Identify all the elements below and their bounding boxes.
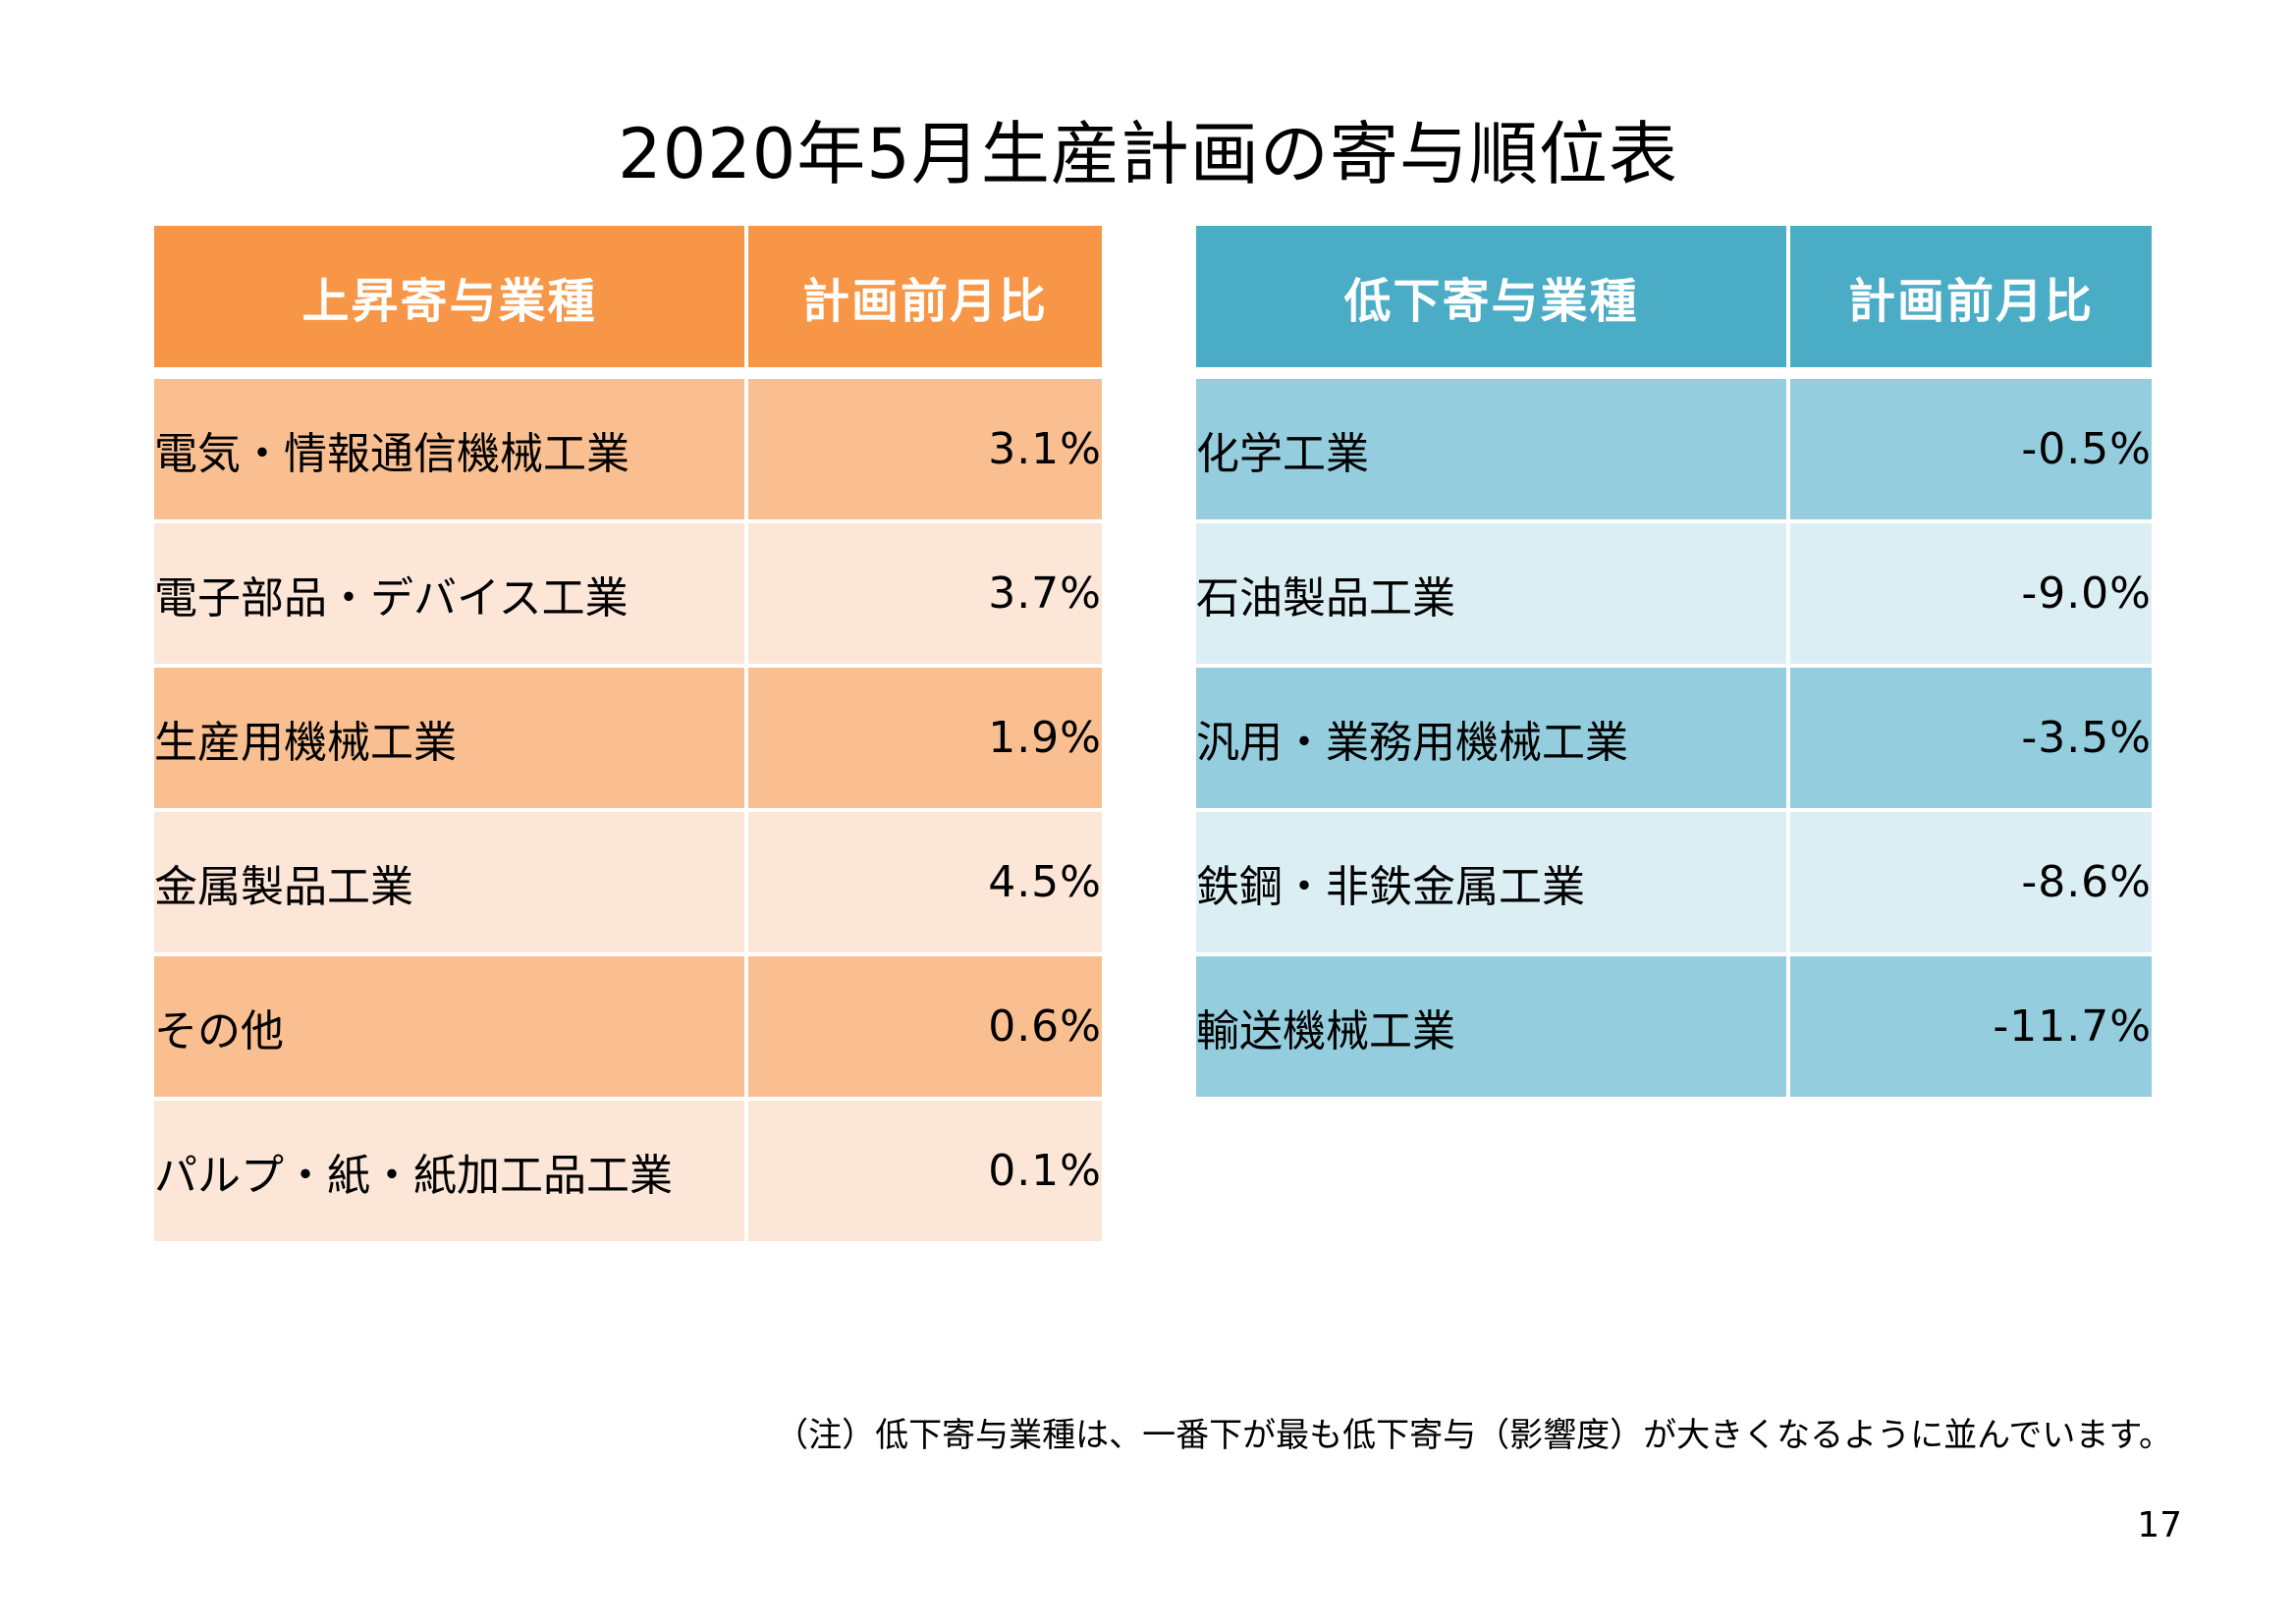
ratio-cell: -11.7% (1786, 952, 2156, 1101)
page-title: 2020年5月生産計画の寄与順位表 (618, 114, 1678, 194)
table-row: 金属製品工業 4.5% (150, 808, 1106, 956)
header-ratio: 計画前月比 (1786, 222, 2156, 371)
industry-cell: 金属製品工業 (150, 808, 748, 956)
industry-cell: 汎用・業務用機械工業 (1192, 664, 1790, 812)
ratio-cell: -9.0% (1786, 519, 2156, 668)
table-row: 輸送機械工業 -11.7% (1192, 952, 2156, 1101)
table-row: 化学工業 -0.5% (1192, 375, 2156, 523)
header-ratio: 計画前月比 (744, 222, 1106, 371)
table-header-row: 上昇寄与業種 計画前月比 (150, 222, 1106, 371)
table-row: 電気・情報通信機械工業 3.1% (150, 375, 1106, 523)
table-row: 鉄鋼・非鉄金属工業 -8.6% (1192, 808, 2156, 956)
industry-cell: 輸送機械工業 (1192, 952, 1790, 1101)
table-row: 汎用・業務用機械工業 -3.5% (1192, 664, 2156, 812)
ratio-cell: 4.5% (744, 808, 1106, 956)
rising-contribution-table: 上昇寄与業種 計画前月比 電気・情報通信機械工業 3.1% 電子部品・デバイス工… (150, 222, 1106, 1245)
ratio-cell: 1.9% (744, 664, 1106, 812)
footnote: （注）低下寄与業種は、一番下が最も低下寄与（影響度）が大きくなるように並んでいま… (775, 1416, 2172, 1455)
ratio-cell: -0.5% (1786, 375, 2156, 523)
table-row: パルプ・紙・紙加工品工業 0.1% (150, 1097, 1106, 1245)
ratio-cell: 3.1% (744, 375, 1106, 523)
industry-cell: 電気・情報通信機械工業 (150, 375, 748, 523)
ratio-cell: -8.6% (1786, 808, 2156, 956)
row-separator (152, 369, 1104, 377)
industry-cell: その他 (150, 952, 748, 1101)
header-industry: 低下寄与業種 (1192, 222, 1790, 371)
table-row: 電子部品・デバイス工業 3.7% (150, 519, 1106, 668)
ratio-cell: 0.1% (744, 1097, 1106, 1245)
table-row: 生産用機械工業 1.9% (150, 664, 1106, 812)
header-industry: 上昇寄与業種 (150, 222, 748, 371)
industry-cell: 生産用機械工業 (150, 664, 748, 812)
row-separator (1194, 369, 2154, 377)
table-header-row: 低下寄与業種 計画前月比 (1192, 222, 2156, 371)
ratio-cell: -3.5% (1786, 664, 2156, 812)
page-number: 17 (2137, 1505, 2182, 1545)
industry-cell: 化学工業 (1192, 375, 1790, 523)
ratio-cell: 0.6% (744, 952, 1106, 1101)
table-row: その他 0.6% (150, 952, 1106, 1101)
industry-cell: パルプ・紙・紙加工品工業 (150, 1097, 748, 1245)
table-row: 石油製品工業 -9.0% (1192, 519, 2156, 668)
industry-cell: 電子部品・デバイス工業 (150, 519, 748, 668)
industry-cell: 石油製品工業 (1192, 519, 1790, 668)
ratio-cell: 3.7% (744, 519, 1106, 668)
falling-contribution-table: 低下寄与業種 計画前月比 化学工業 -0.5% 石油製品工業 -9.0% 汎用・… (1192, 222, 2156, 1101)
industry-cell: 鉄鋼・非鉄金属工業 (1192, 808, 1790, 956)
